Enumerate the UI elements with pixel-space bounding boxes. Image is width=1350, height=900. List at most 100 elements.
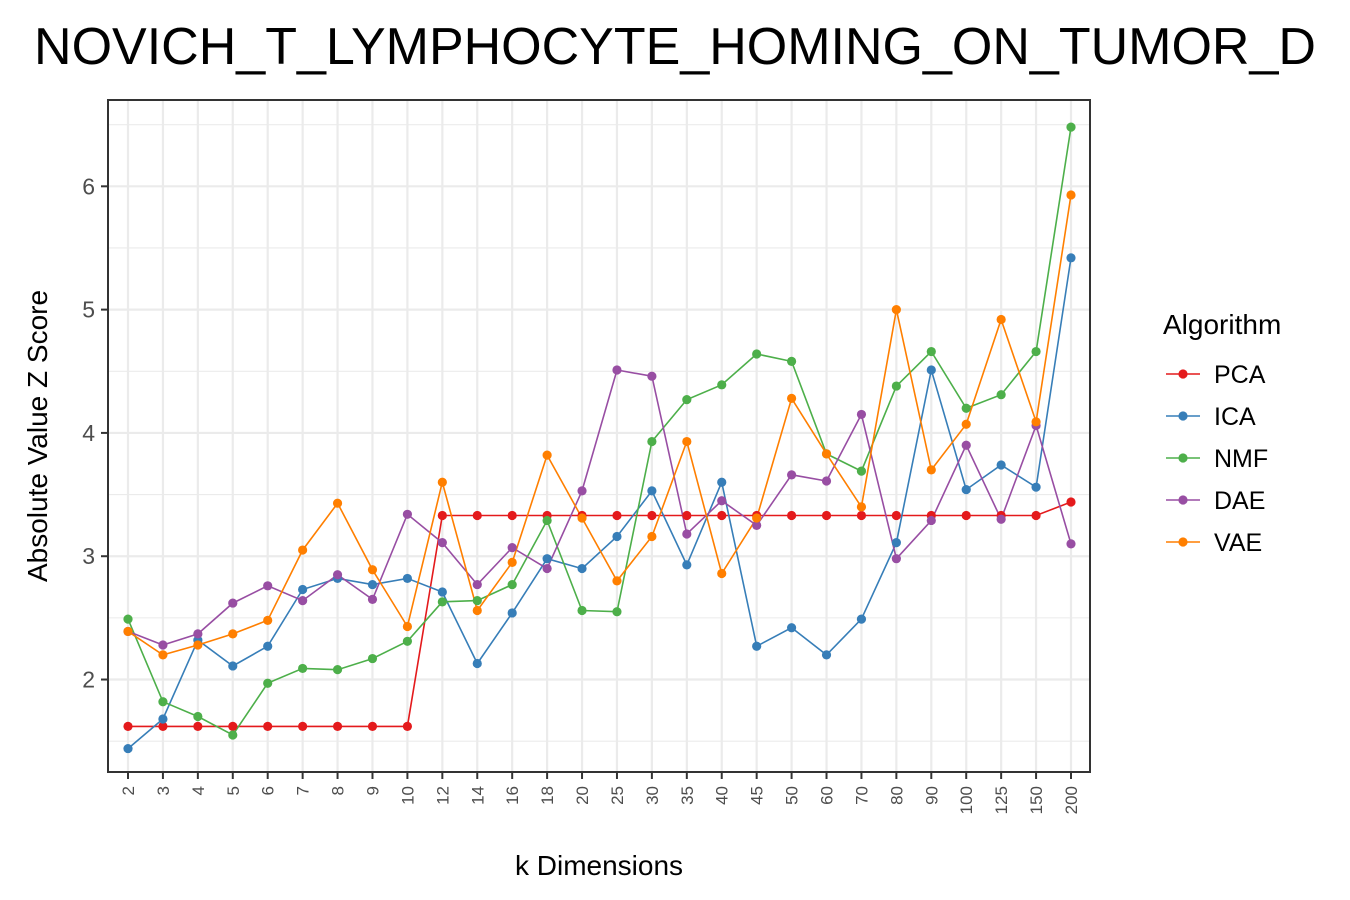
series-line-ica [127, 257, 1072, 750]
point-vae [193, 640, 203, 650]
point-pca [402, 721, 413, 731]
point-nmf [437, 597, 447, 607]
plot-border [107, 99, 1091, 773]
point-pca [682, 510, 692, 521]
x-axis: 2 3 4 5 6 7 8 9 10 12 14 16 18 20 25 30 35 40 45 50 60 70 80 90… [119, 772, 1081, 814]
point-vae [786, 393, 797, 403]
x-tick-label: 150 [1027, 786, 1046, 814]
legend: PCA ICA NMF DAE VAE [1166, 361, 1268, 557]
point-vae [437, 477, 447, 487]
point-ica [158, 714, 168, 724]
point-vae [821, 449, 832, 459]
point-ica [996, 460, 1006, 470]
x-axis-label: k Dimensions [515, 850, 683, 881]
point-ica [472, 658, 482, 669]
x-tick-label: 40 [713, 786, 732, 805]
point-ica [682, 560, 692, 570]
x-tick-label: 50 [783, 786, 802, 805]
legend-label-ica: ICA [1214, 403, 1256, 431]
point-ica [856, 614, 867, 624]
point-ica [437, 587, 447, 597]
point-dae [472, 579, 482, 590]
point-nmf [1031, 346, 1041, 357]
point-nmf [507, 579, 517, 590]
x-tick-label: 16 [503, 786, 522, 805]
point-pca [472, 510, 482, 521]
point-pca [158, 721, 168, 731]
point-nmf [996, 390, 1006, 400]
point-pca [123, 721, 133, 731]
x-tick-label: 2 [119, 786, 138, 795]
x-tick-label: 30 [643, 786, 662, 805]
point-dae [298, 596, 308, 606]
point-ica [228, 661, 238, 671]
point-nmf [612, 607, 622, 617]
point-nmf [1066, 122, 1076, 132]
point-vae [542, 450, 552, 460]
point-dae [961, 440, 971, 450]
x-tick-label: 125 [992, 786, 1011, 814]
y-tick-label: 4 [82, 420, 95, 446]
legend-title: Algorithm [1163, 309, 1281, 340]
point-nmf [856, 466, 867, 476]
point-vae [752, 513, 762, 523]
y-tick-label: 5 [82, 297, 95, 323]
point-vae [158, 650, 168, 660]
x-tick-label: 45 [748, 786, 767, 805]
legend-label-pca: PCA [1214, 361, 1266, 389]
point-vae [891, 305, 901, 315]
point-pca [367, 721, 378, 731]
point-nmf [123, 614, 133, 624]
point-nmf [542, 515, 552, 526]
legend-label-nmf: NMF [1214, 445, 1268, 473]
point-dae [682, 529, 692, 539]
y-axis: 2 3 4 5 6 [82, 173, 108, 693]
point-pca [961, 510, 971, 521]
point-ica [507, 608, 517, 618]
point-dae [821, 476, 832, 486]
point-vae [228, 629, 238, 639]
y-tick-label: 6 [82, 173, 95, 199]
point-dae [228, 598, 238, 608]
x-tick-label: 25 [608, 786, 627, 805]
point-pca [821, 510, 832, 521]
point-dae [263, 581, 273, 591]
point-nmf [717, 380, 727, 390]
series-points [123, 122, 1076, 754]
point-nmf [786, 356, 797, 367]
point-vae [996, 314, 1006, 325]
point-dae [402, 509, 413, 519]
point-ica [786, 623, 797, 633]
x-tick-label: 90 [922, 786, 941, 805]
point-dae [332, 570, 343, 580]
point-pca [298, 721, 308, 731]
point-dae [612, 365, 622, 375]
series-line-dae [127, 369, 1072, 646]
point-vae [856, 502, 867, 512]
series-line-nmf [127, 126, 1072, 737]
point-dae [577, 486, 587, 496]
x-tick-label: 12 [433, 786, 452, 805]
point-vae [298, 545, 308, 555]
point-pca [193, 721, 203, 731]
x-tick-label: 4 [189, 786, 208, 795]
point-dae [437, 538, 447, 548]
point-dae [507, 542, 517, 553]
x-tick-label: 7 [294, 786, 313, 795]
point-nmf [647, 436, 657, 447]
x-tick-label: 8 [329, 786, 348, 795]
point-nmf [402, 636, 413, 646]
point-nmf [577, 605, 587, 616]
x-tick-label: 35 [678, 786, 697, 805]
point-ica [367, 579, 378, 590]
point-pca [507, 510, 517, 521]
point-dae [193, 629, 203, 639]
point-vae [507, 557, 517, 567]
x-tick-label: 5 [224, 786, 243, 795]
legend-point-ica [1178, 411, 1188, 421]
x-tick-label: 9 [363, 786, 382, 795]
point-ica [1066, 253, 1076, 263]
point-pca [612, 510, 622, 521]
point-nmf [228, 730, 238, 740]
point-ica [891, 538, 901, 548]
